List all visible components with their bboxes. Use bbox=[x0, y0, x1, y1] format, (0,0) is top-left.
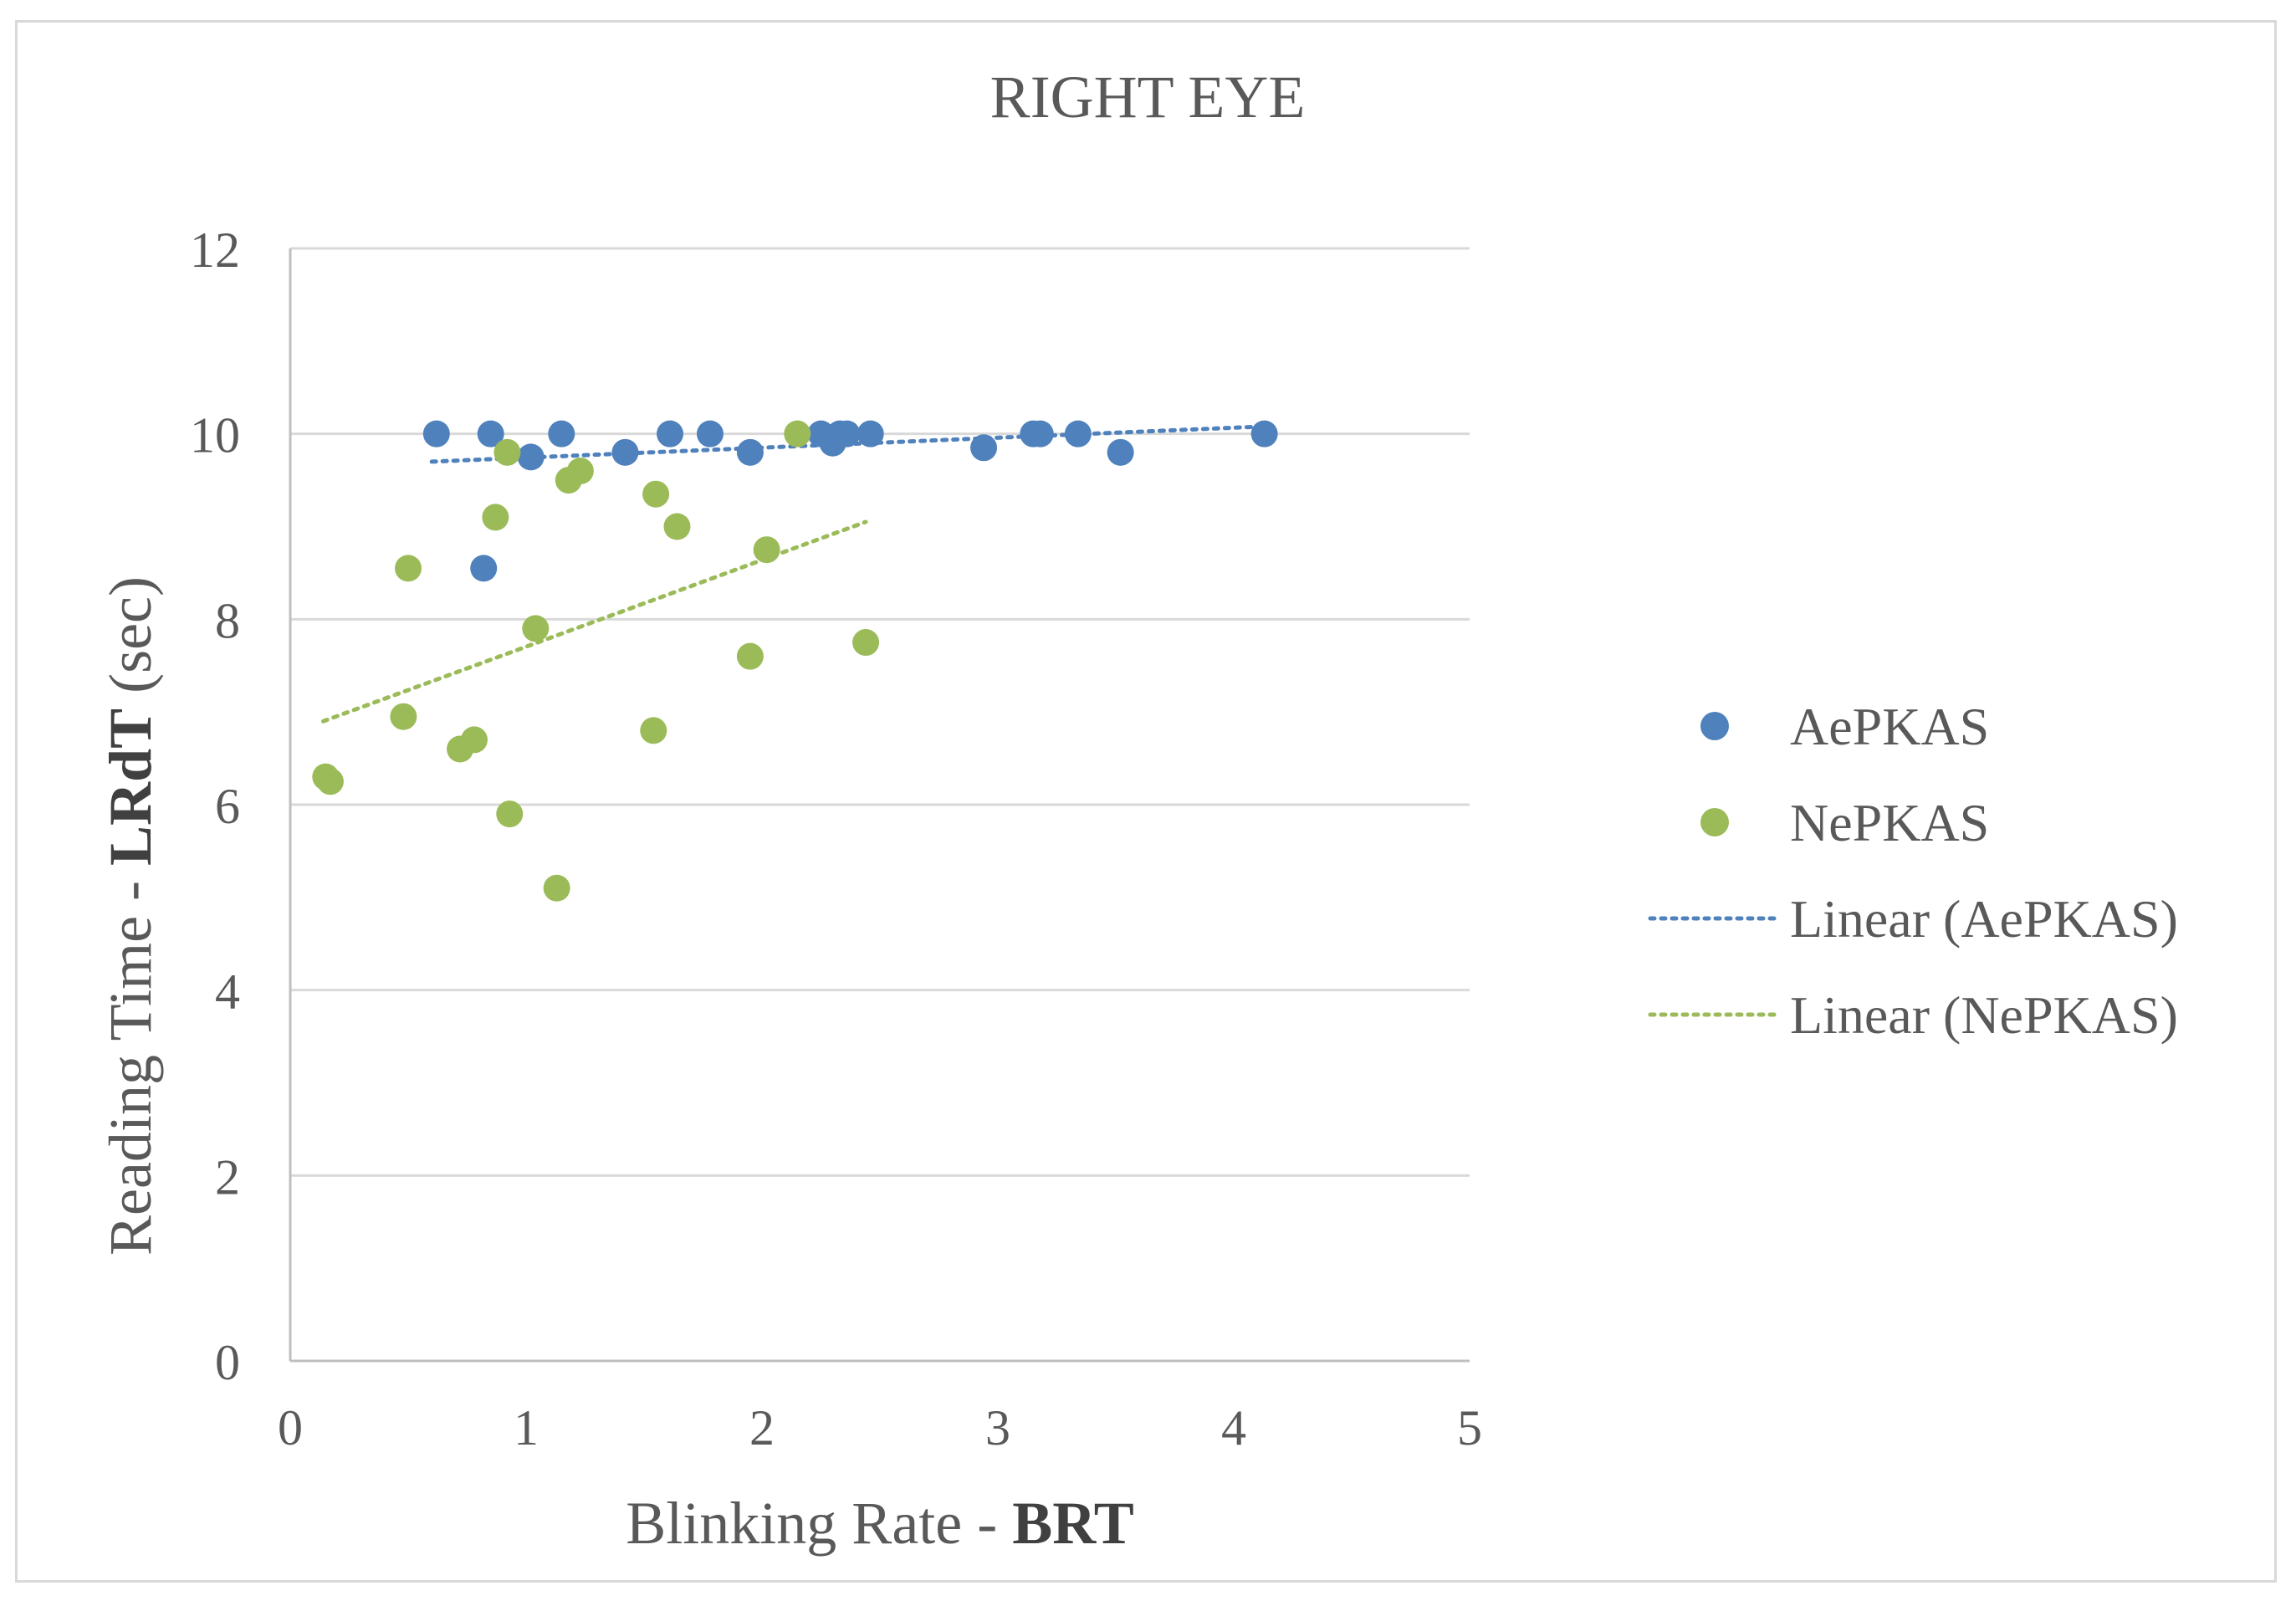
data-point-aepkas bbox=[422, 420, 450, 448]
data-point-aepkas bbox=[611, 438, 639, 466]
data-point-nepkas bbox=[496, 800, 524, 828]
legend-label: Linear (AePKAS) bbox=[1790, 889, 2178, 949]
gridlines bbox=[290, 247, 1470, 1177]
data-point-aepkas bbox=[477, 420, 504, 448]
legend-label: Linear (NePKAS) bbox=[1790, 985, 2178, 1045]
y-tick-label: 10 bbox=[190, 408, 240, 463]
x-axis-label: Blinking Rate - BRT bbox=[626, 1490, 1133, 1557]
data-point-aepkas bbox=[857, 420, 884, 448]
data-point-aepkas bbox=[833, 420, 861, 448]
data-point-aepkas bbox=[736, 438, 764, 466]
y-axis-label: Reading Time - LRdT (sec) bbox=[97, 576, 164, 1256]
legend-item: Linear (AePKAS) bbox=[1648, 889, 2178, 949]
x-axis-label-bold: BRT bbox=[1012, 1490, 1134, 1557]
data-point-nepkas bbox=[482, 504, 509, 531]
legend-item: NePKAS bbox=[1700, 793, 1989, 852]
legend: AePKAS NePKAS Linear (AePKAS) Linear (NePKA… bbox=[1648, 697, 2178, 1045]
data-point-nepkas bbox=[460, 726, 488, 754]
y-tick-label: 4 bbox=[215, 964, 240, 1020]
data-point-nepkas bbox=[566, 458, 594, 484]
data-point-aepkas bbox=[970, 434, 998, 462]
chart-frame bbox=[15, 20, 2277, 1583]
y-tick-label: 8 bbox=[215, 593, 240, 648]
y-tick-label: 2 bbox=[215, 1149, 240, 1204]
y-tick-label: 0 bbox=[215, 1335, 240, 1390]
data-point-aepkas bbox=[548, 420, 575, 448]
x-axis-label-text: Blinking Rate - bbox=[626, 1490, 1012, 1557]
data-point-nepkas bbox=[395, 555, 422, 582]
data-point-nepkas bbox=[663, 513, 691, 540]
data-point-aepkas bbox=[470, 555, 498, 582]
legend-marker bbox=[1700, 712, 1729, 740]
data-point-aepkas bbox=[657, 420, 684, 448]
legend-item: AePKAS bbox=[1700, 697, 1989, 756]
y-axis-label-text: Reading Time - bbox=[97, 866, 164, 1256]
y-axis-label-bold: LRdT bbox=[97, 708, 164, 866]
x-tick-label: 4 bbox=[1221, 1400, 1246, 1455]
y-axis-label-suffix: (sec) bbox=[97, 576, 164, 708]
data-point-nepkas bbox=[543, 874, 570, 902]
data-point-aepkas bbox=[1026, 420, 1054, 448]
chart-title: RIGHT EYE bbox=[990, 64, 1306, 130]
data-point-aepkas bbox=[1107, 438, 1134, 466]
legend-item: Linear (NePKAS) bbox=[1648, 985, 2178, 1045]
y-tick-label: 6 bbox=[215, 779, 240, 834]
x-tick-label: 2 bbox=[749, 1400, 775, 1455]
data-point-nepkas bbox=[522, 615, 550, 642]
legend-marker bbox=[1700, 808, 1729, 836]
axes bbox=[289, 248, 1470, 1363]
x-tick-label: 5 bbox=[1457, 1400, 1482, 1455]
legend-label: NePKAS bbox=[1790, 793, 1989, 852]
data-point-aepkas bbox=[1250, 420, 1278, 448]
legend-label: AePKAS bbox=[1790, 697, 1989, 756]
data-point-nepkas bbox=[852, 629, 880, 657]
data-point-aepkas bbox=[517, 443, 545, 471]
data-point-nepkas bbox=[316, 768, 344, 795]
data-point-nepkas bbox=[736, 642, 764, 670]
data-point-nepkas bbox=[390, 703, 417, 730]
data-point-nepkas bbox=[493, 438, 521, 466]
data-point-nepkas bbox=[640, 717, 667, 744]
x-tick-label: 0 bbox=[278, 1400, 303, 1455]
data-point-nepkas bbox=[753, 536, 780, 564]
data-point-aepkas bbox=[1064, 420, 1092, 448]
trendlines bbox=[320, 424, 1267, 724]
x-tick-label: 3 bbox=[985, 1400, 1010, 1455]
y-tick-label: 12 bbox=[190, 222, 240, 278]
data-point-nepkas bbox=[642, 480, 670, 508]
trendline bbox=[320, 519, 868, 724]
data-points bbox=[312, 420, 1278, 902]
x-tick-label: 1 bbox=[514, 1400, 539, 1455]
data-point-nepkas bbox=[784, 420, 811, 448]
data-point-aepkas bbox=[696, 420, 724, 448]
